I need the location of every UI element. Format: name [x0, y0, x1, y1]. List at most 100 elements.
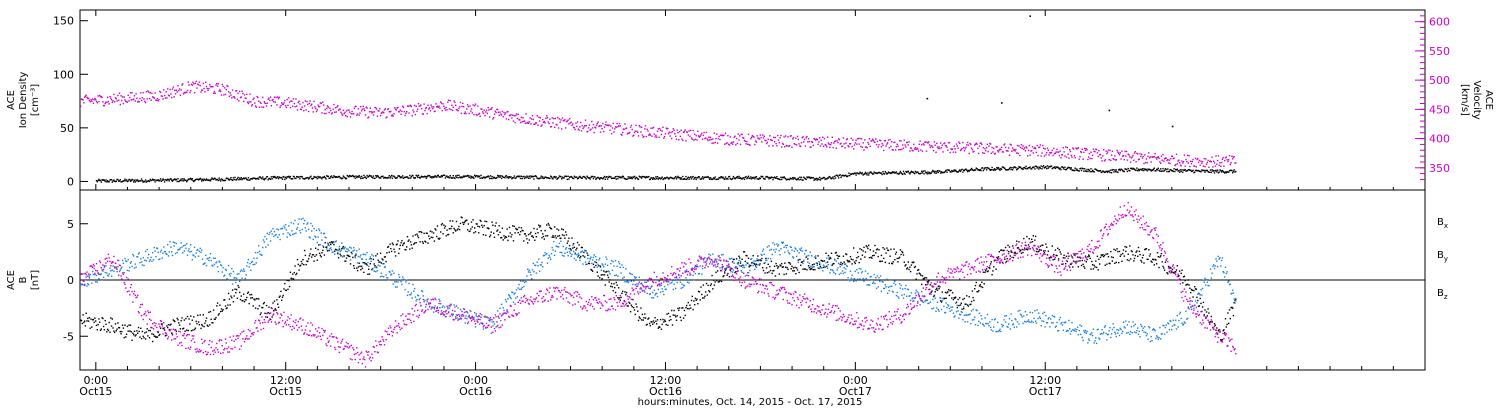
- b-bx-point: [924, 276, 926, 279]
- b-bx-point: [1195, 288, 1197, 290]
- velocity-point: [255, 106, 257, 108]
- b-by-point: [364, 253, 367, 256]
- b-bx-point: [235, 292, 237, 294]
- b-bx-point: [622, 290, 624, 293]
- b-bx-point: [596, 271, 598, 273]
- density-point: [497, 174, 499, 177]
- b-bx-point: [1007, 244, 1009, 247]
- density-point: [344, 177, 346, 179]
- y-tick-label-density: 100: [53, 68, 74, 81]
- velocity-point: [464, 111, 466, 113]
- density-point: [864, 171, 867, 174]
- velocity-point: [133, 95, 136, 97]
- b-bx-point: [161, 323, 163, 325]
- density-point: [319, 176, 322, 178]
- b-bx-point: [200, 327, 202, 330]
- velocity-point: [966, 141, 969, 144]
- b-bx-point: [914, 265, 917, 268]
- density-point: [440, 176, 442, 178]
- b-by-point: [129, 266, 131, 269]
- velocity-point: [896, 143, 898, 145]
- density-point: [1051, 167, 1053, 170]
- density-point: [152, 179, 155, 181]
- velocity-point: [553, 126, 556, 128]
- velocity-point: [919, 140, 921, 142]
- b-bx-point: [142, 335, 144, 337]
- velocity-point: [913, 148, 916, 150]
- b-bx-point: [1185, 284, 1187, 286]
- density-point: [617, 178, 619, 180]
- velocity-point: [1129, 156, 1131, 158]
- velocity-point: [142, 91, 144, 94]
- b-bx-point: [510, 236, 512, 238]
- b-bx-point: [84, 320, 86, 322]
- b-by-point: [254, 251, 257, 254]
- velocity-point: [149, 92, 151, 94]
- b-bx-point: [601, 278, 603, 280]
- b-bx-point: [450, 227, 452, 230]
- velocity-point: [140, 92, 142, 94]
- b-bx-point: [875, 249, 878, 251]
- velocity-point: [876, 140, 879, 143]
- density-point: [639, 176, 641, 178]
- velocity-point: [193, 83, 195, 85]
- density-point: [194, 179, 197, 181]
- b-bx-point: [457, 228, 459, 230]
- b-by-point: [201, 258, 204, 260]
- density-point: [1098, 170, 1100, 172]
- b-bx-point: [433, 240, 436, 242]
- b-bx-point: [1022, 251, 1024, 254]
- density-point: [468, 176, 470, 179]
- density-point: [185, 179, 187, 181]
- b-bx-point: [873, 254, 875, 257]
- velocity-point: [712, 142, 715, 144]
- b-bx-point: [132, 332, 134, 334]
- density-point: [527, 177, 530, 179]
- b-bx-point: [922, 277, 924, 280]
- velocity-point: [482, 112, 485, 114]
- b-bx-point: [526, 238, 528, 240]
- velocity-point: [1047, 149, 1049, 151]
- b-bx-point: [236, 297, 239, 299]
- b-by-point: [307, 222, 309, 224]
- b-bx-point: [321, 252, 323, 254]
- density-point: [462, 175, 465, 177]
- b-by-point: [334, 241, 337, 243]
- velocity-point: [918, 143, 920, 145]
- b-bx-point: [1218, 329, 1220, 331]
- b-bx-point: [1111, 260, 1114, 262]
- density-point: [811, 177, 813, 179]
- velocity-point: [212, 86, 214, 88]
- velocity-point: [839, 143, 841, 145]
- velocity-point: [220, 94, 223, 96]
- density-point: [1131, 168, 1133, 170]
- b-bx-point: [567, 240, 569, 242]
- density-point: [142, 181, 144, 183]
- density-point: [905, 170, 907, 173]
- b-bx-point: [82, 314, 84, 316]
- density-point: [1193, 171, 1195, 174]
- legend-label-subscript: y: [1444, 255, 1448, 263]
- b-bx-point: [417, 236, 420, 239]
- velocity-point: [412, 109, 414, 111]
- velocity-point: [1130, 157, 1133, 159]
- density-point: [649, 178, 651, 181]
- density-point: [773, 176, 776, 178]
- b-bx-point: [372, 258, 375, 261]
- velocity-point: [258, 100, 260, 102]
- density-point: [920, 172, 922, 174]
- density-point: [984, 167, 986, 169]
- velocity-point: [80, 105, 82, 107]
- density-point: [690, 178, 693, 180]
- density-point: [1038, 166, 1041, 168]
- b-bx-point: [280, 290, 282, 293]
- velocity-point: [458, 107, 460, 110]
- b-bx-point: [610, 282, 613, 285]
- velocity-point: [662, 126, 664, 128]
- b-by-point: [177, 249, 179, 251]
- b-by-point: [156, 247, 159, 250]
- velocity-point: [603, 130, 605, 133]
- b-bx-point: [1054, 249, 1057, 251]
- b-by-point: [374, 266, 376, 268]
- b-by-point: [110, 275, 113, 277]
